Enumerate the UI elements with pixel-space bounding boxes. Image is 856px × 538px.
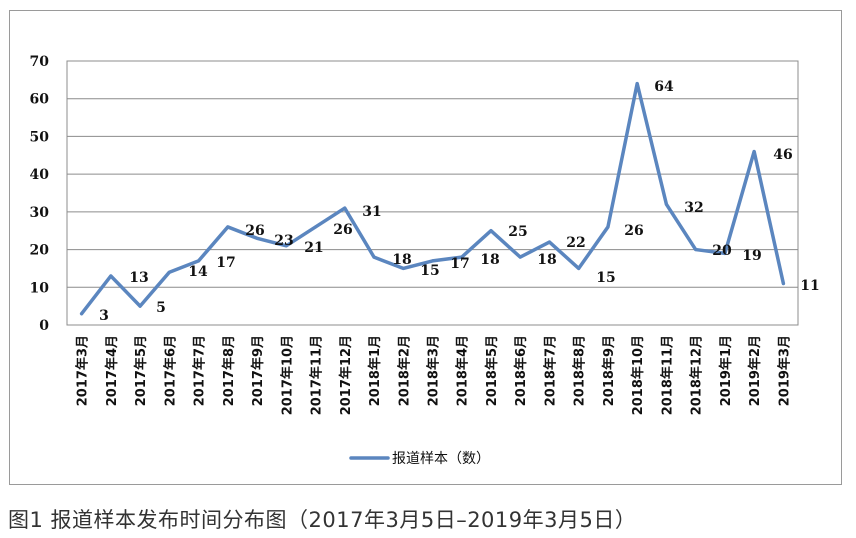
figure-caption: 图1 报道样本发布时间分布图（2017年3月5日–2019年3月5日） xyxy=(8,508,637,532)
data-point xyxy=(752,150,756,154)
data-point xyxy=(431,259,434,263)
x-tick-label: 2017年4月 xyxy=(104,335,120,406)
x-tick-label: 2018年1月 xyxy=(367,335,383,406)
data-label: 20 xyxy=(712,243,732,259)
x-tick-label: 2018年2月 xyxy=(396,335,412,406)
legend-label: 报道样本（数） xyxy=(392,451,490,467)
data-point xyxy=(372,255,376,259)
data-point xyxy=(606,225,610,229)
data-label: 23 xyxy=(274,233,293,249)
x-tick-label: 2018年8月 xyxy=(572,335,588,406)
data-point xyxy=(547,240,551,244)
data-point xyxy=(167,270,171,274)
data-label: 13 xyxy=(129,270,148,286)
data-label: 26 xyxy=(245,223,264,239)
x-tick-label: 2018年7月 xyxy=(542,335,558,406)
y-tick-label: 0 xyxy=(39,318,49,334)
data-label: 46 xyxy=(773,147,792,163)
x-tick-label: 2017年3月 xyxy=(75,335,91,406)
data-point xyxy=(80,312,84,316)
data-label: 31 xyxy=(362,204,381,220)
data-point xyxy=(226,225,230,229)
data-label: 21 xyxy=(304,240,323,256)
data-label: 64 xyxy=(654,79,674,95)
x-tick-label: 2019年2月 xyxy=(747,335,763,406)
data-point xyxy=(109,274,113,278)
data-label: 18 xyxy=(480,252,499,268)
x-tick-label: 2017年10月 xyxy=(279,335,295,415)
y-tick-label: 10 xyxy=(30,280,50,296)
data-point xyxy=(694,248,698,252)
data-point xyxy=(401,266,405,270)
data-label: 25 xyxy=(508,224,527,240)
data-point xyxy=(577,266,581,270)
x-tick-label: 2017年11月 xyxy=(309,335,325,415)
data-label: 17 xyxy=(216,255,235,271)
data-label: 22 xyxy=(566,235,585,251)
data-point xyxy=(664,202,668,206)
data-point xyxy=(723,251,727,255)
chart-frame xyxy=(9,10,842,485)
x-tick-label: 2018年10月 xyxy=(630,335,646,415)
data-point xyxy=(518,255,522,259)
data-label: 17 xyxy=(450,256,469,272)
x-tick-label: 2018年6月 xyxy=(513,335,529,406)
y-tick-label: 40 xyxy=(30,167,50,183)
x-tick-label: 2017年9月 xyxy=(250,335,266,406)
data-point xyxy=(343,206,347,210)
data-point xyxy=(314,225,318,229)
y-tick-label: 60 xyxy=(30,92,50,108)
x-tick-label: 2018年5月 xyxy=(484,335,500,406)
y-tick-label: 20 xyxy=(30,243,50,259)
data-label: 5 xyxy=(156,300,166,316)
plot-area xyxy=(66,60,799,326)
data-label: 18 xyxy=(392,252,411,268)
data-label: 15 xyxy=(420,263,439,279)
data-label: 3 xyxy=(99,308,109,324)
data-label: 11 xyxy=(800,278,819,294)
data-label: 26 xyxy=(333,222,352,238)
y-tick-label: 30 xyxy=(30,205,50,221)
y-tick-label: 70 xyxy=(30,54,50,70)
x-tick-label: 2017年12月 xyxy=(338,335,354,415)
data-label: 15 xyxy=(596,270,615,286)
x-tick-label: 2019年3月 xyxy=(776,335,792,406)
data-point xyxy=(460,255,464,259)
x-tick-label: 2017年5月 xyxy=(133,335,149,406)
data-point xyxy=(255,236,259,240)
x-tick-label: 2017年6月 xyxy=(162,335,178,406)
x-tick-label: 2018年9月 xyxy=(601,335,617,406)
x-tick-label: 2018年11月 xyxy=(659,335,675,415)
data-point xyxy=(781,282,785,286)
y-tick-label: 50 xyxy=(30,129,50,145)
series-line xyxy=(79,81,786,316)
x-tick-label: 2018年3月 xyxy=(426,335,442,406)
data-label: 32 xyxy=(684,200,703,216)
data-point xyxy=(138,304,142,308)
data-point xyxy=(284,244,288,248)
data-label: 19 xyxy=(742,248,761,264)
x-tick-label: 2017年7月 xyxy=(192,335,208,406)
x-tick-label: 2018年4月 xyxy=(455,335,471,406)
data-label: 18 xyxy=(537,252,556,268)
data-label: 26 xyxy=(624,223,643,239)
x-tick-label: 2018年12月 xyxy=(689,335,705,415)
data-point xyxy=(197,259,201,263)
data-point xyxy=(489,229,493,233)
data-point xyxy=(635,82,639,86)
x-tick-label: 2017年8月 xyxy=(221,335,237,406)
x-tick-label: 2019年1月 xyxy=(718,335,734,406)
data-label: 14 xyxy=(188,264,208,280)
